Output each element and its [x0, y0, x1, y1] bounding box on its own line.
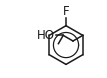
- Text: F: F: [63, 5, 69, 18]
- Text: HO: HO: [37, 29, 55, 42]
